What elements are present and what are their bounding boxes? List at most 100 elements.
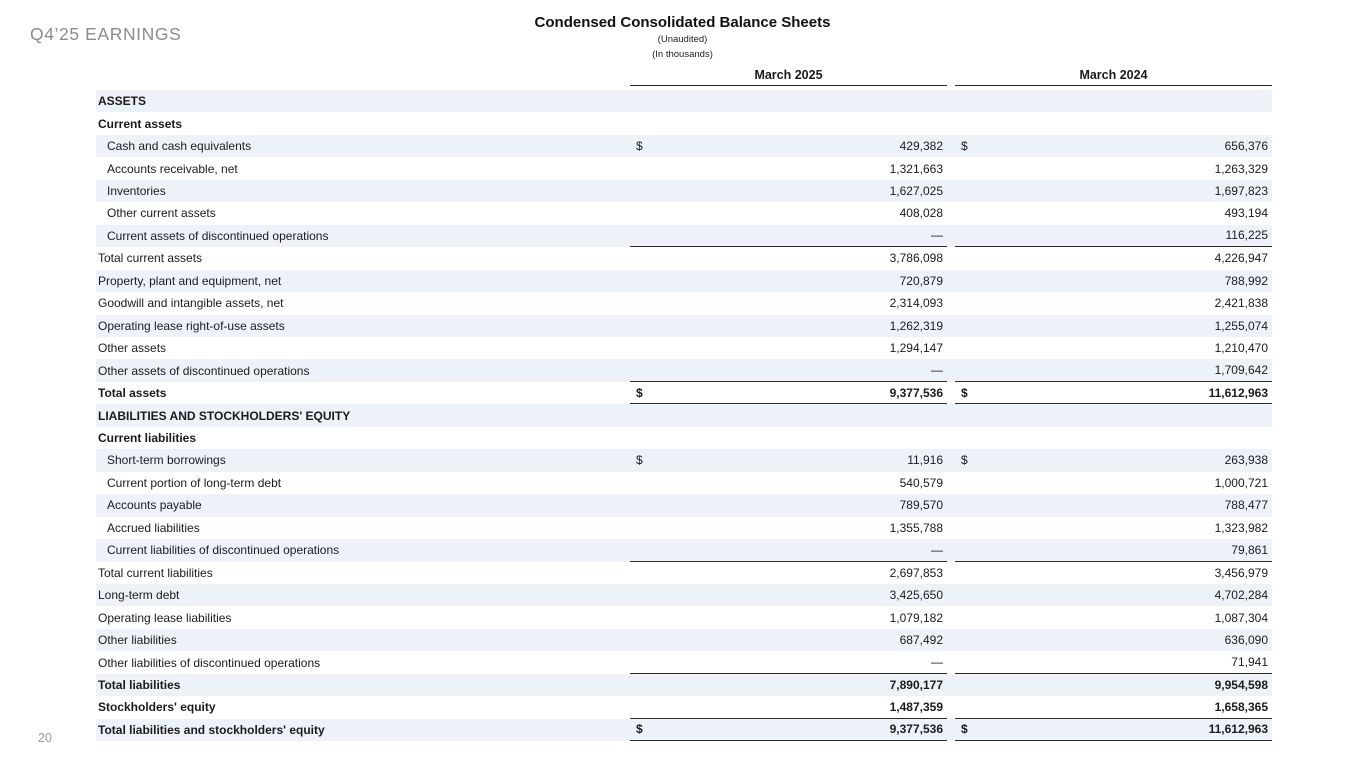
column-gap — [947, 180, 955, 202]
column-gap — [947, 202, 955, 224]
table-row: Goodwill and intangible assets, net 2,31… — [96, 292, 1272, 314]
value-cell-march-2025: 3,425,650 — [630, 584, 947, 606]
value-cell-march-2025 — [630, 112, 947, 134]
column-gap — [947, 674, 955, 696]
table-row: Current assets — [96, 112, 1272, 134]
value-cell-march-2025: 1,294,147 — [630, 337, 947, 359]
value-march-2024: 116,225 — [1225, 228, 1269, 243]
value-march-2024: 636,090 — [1224, 633, 1268, 648]
row-label: Total assets — [98, 386, 167, 401]
column-gap — [947, 135, 955, 157]
value-cell-march-2024: 788,477 — [955, 494, 1272, 516]
column-gap — [947, 225, 955, 247]
value-cell-march-2025: — — [630, 225, 947, 248]
value-cell-march-2024: 1,087,304 — [955, 606, 1272, 628]
column-gap — [947, 494, 955, 516]
table-title-block: Condensed Consolidated Balance Sheets (U… — [0, 14, 1365, 61]
table-row: Other liabilities of discontinued operat… — [96, 651, 1272, 674]
row-label: Other current assets — [107, 206, 216, 221]
value-cell-march-2025 — [630, 404, 947, 426]
row-label: Goodwill and intangible assets, net — [98, 296, 284, 311]
value-cell-march-2025: 1,487,359 — [630, 696, 947, 719]
row-label: Current assets of discontinued operation… — [107, 228, 329, 243]
value-cell-march-2025: 1,355,788 — [630, 517, 947, 539]
column-header-row: March 2025 March 2024 — [96, 64, 1272, 86]
row-label: Long-term debt — [98, 588, 180, 603]
value-march-2025: 3,425,650 — [889, 588, 943, 603]
table-row: Other liabilities 687,492 636,090 — [96, 628, 1272, 652]
value-cell-march-2024: 79,861 — [955, 539, 1272, 562]
value-cell-march-2024: $ 11,612,963 — [955, 382, 1272, 405]
value-march-2024: 4,226,947 — [1214, 251, 1268, 266]
column-gap — [947, 112, 955, 134]
value-cell-march-2024: 1,709,642 — [955, 359, 1272, 382]
dollar-sign-2025: $ — [636, 722, 643, 737]
row-label: Accrued liabilities — [107, 520, 200, 535]
balance-sheet-table: March 2025 March 2024 ASSETS Current ass… — [96, 64, 1272, 742]
table-row: Current liabilities of discontinued oper… — [96, 539, 1272, 562]
value-march-2024: 788,992 — [1224, 273, 1268, 288]
value-march-2025: — — [931, 655, 943, 670]
value-march-2025: 1,321,663 — [889, 161, 943, 176]
table-row: Cash and cash equivalents $ 429,382 $ 65… — [96, 134, 1272, 158]
column-gap — [947, 449, 955, 471]
column-gap — [947, 606, 955, 628]
value-march-2024: 788,477 — [1224, 498, 1268, 513]
value-cell-march-2024: 2,421,838 — [955, 292, 1272, 314]
column-gap — [947, 719, 955, 741]
value-march-2024: 1,087,304 — [1214, 610, 1268, 625]
row-label: Current portion of long-term debt — [107, 475, 282, 490]
row-label: Other liabilities of discontinued operat… — [98, 655, 321, 670]
column-gap — [947, 270, 955, 292]
value-march-2025: 1,627,025 — [889, 184, 943, 199]
row-label: Total current assets — [98, 251, 203, 266]
value-cell-march-2024: $ 11,612,963 — [955, 719, 1272, 742]
value-cell-march-2025: 540,579 — [630, 472, 947, 494]
value-march-2024: 79,861 — [1231, 542, 1268, 557]
value-cell-march-2024: 71,941 — [955, 651, 1272, 674]
row-label: Other liabilities — [98, 633, 177, 648]
value-march-2024: 1,210,470 — [1214, 341, 1268, 356]
column-header-march-2025: March 2025 — [630, 68, 947, 86]
value-march-2024: 493,194 — [1224, 206, 1268, 221]
slide-eyebrow: Q4’25 EARNINGS — [30, 24, 182, 44]
row-label: Accounts receivable, net — [107, 161, 238, 176]
row-label: Total current liabilities — [98, 565, 213, 580]
value-cell-march-2025: 1,627,025 — [630, 180, 947, 202]
row-label: Operating lease right-of-use assets — [98, 318, 285, 333]
value-cell-march-2025: $ 9,377,536 — [630, 382, 947, 405]
value-march-2025: 1,079,182 — [889, 610, 943, 625]
value-march-2025: 1,487,359 — [889, 699, 943, 714]
value-march-2025: — — [931, 542, 943, 557]
value-march-2024: 1,323,982 — [1214, 520, 1268, 535]
row-label: Current liabilities of discontinued oper… — [107, 543, 340, 558]
value-cell-march-2025: 1,262,319 — [630, 315, 947, 337]
value-cell-march-2025: 687,492 — [630, 629, 947, 651]
value-cell-march-2024: 1,263,329 — [955, 157, 1272, 179]
table-row: Total current liabilities 2,697,853 3,45… — [96, 562, 1272, 584]
value-march-2024: 1,000,721 — [1214, 475, 1268, 490]
value-cell-march-2024: 1,255,074 — [955, 315, 1272, 337]
column-gap — [947, 427, 955, 449]
column-gap — [947, 247, 955, 269]
column-gap — [947, 359, 955, 381]
table-row: Accounts receivable, net 1,321,663 1,263… — [96, 157, 1272, 179]
value-cell-march-2025: 720,879 — [630, 270, 947, 292]
table-row: LIABILITIES AND STOCKHOLDERS' EQUITY — [96, 404, 1272, 427]
column-gap — [947, 696, 955, 718]
column-gap — [947, 90, 955, 112]
dollar-sign-2024: $ — [961, 453, 968, 468]
value-march-2025: — — [931, 363, 943, 378]
value-march-2025: 11,916 — [907, 453, 943, 468]
value-cell-march-2025: — — [630, 539, 947, 562]
value-cell-march-2024: 1,658,365 — [955, 696, 1272, 719]
table-row: Current liabilities — [96, 427, 1272, 449]
table-row: Total liabilities and stockholders' equi… — [96, 718, 1272, 742]
row-label: Stockholders' equity — [98, 700, 216, 715]
column-gap — [947, 517, 955, 539]
value-march-2025: 1,262,319 — [889, 318, 943, 333]
dollar-sign-2025: $ — [636, 453, 643, 468]
value-march-2024: 1,255,074 — [1214, 318, 1268, 333]
dollar-sign-2024: $ — [961, 385, 968, 400]
value-march-2025: 540,579 — [899, 475, 943, 490]
